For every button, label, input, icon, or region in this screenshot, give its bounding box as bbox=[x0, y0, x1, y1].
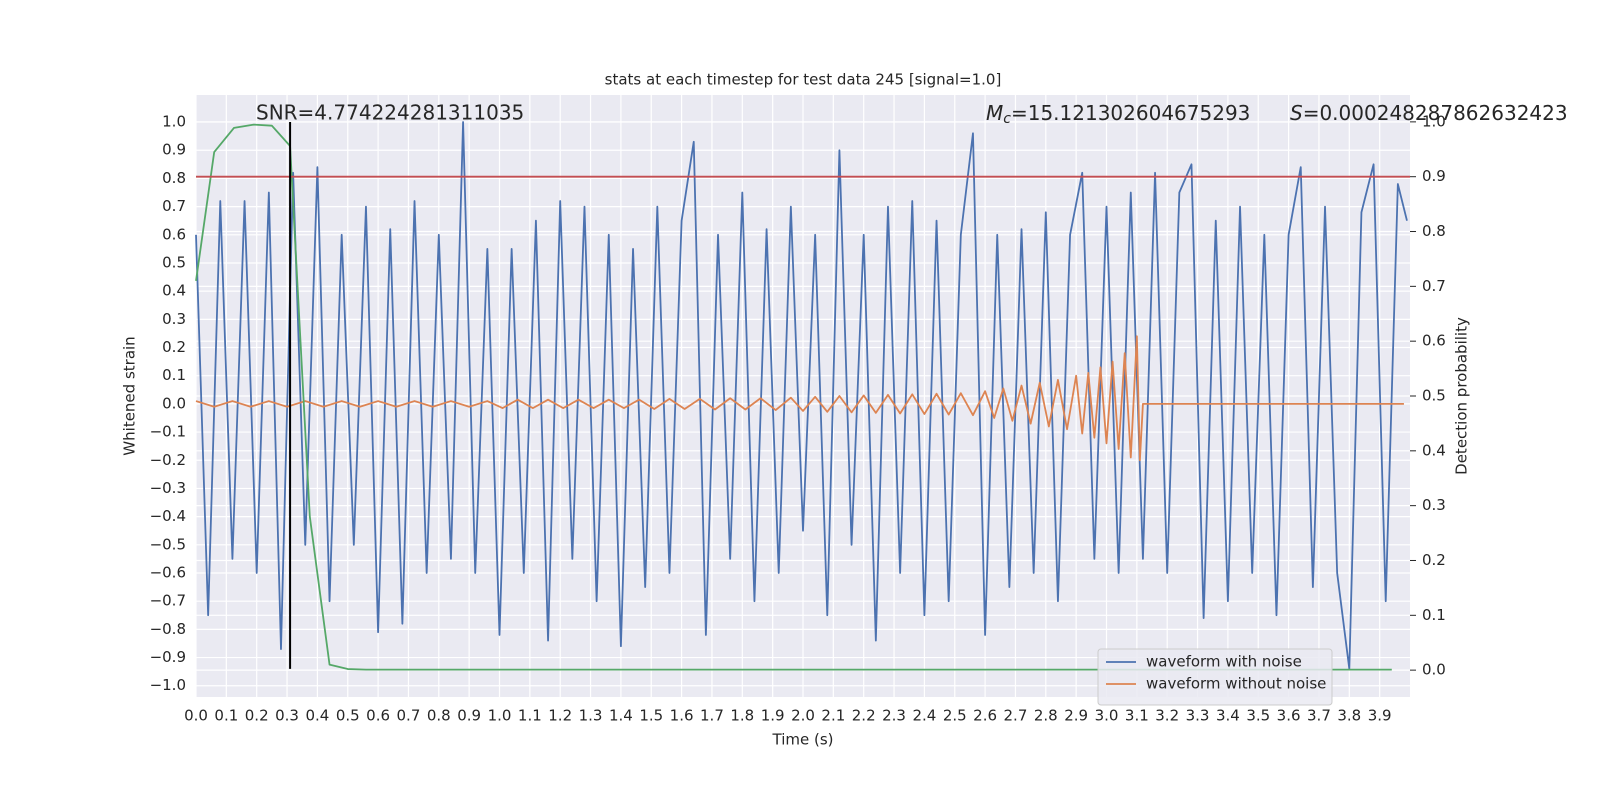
x-tick-label: 2.2 bbox=[852, 707, 876, 725]
x-tick-label: 0.5 bbox=[336, 707, 360, 725]
y-tick-label: −0.6 bbox=[150, 563, 186, 581]
y2-tick-label: 0.7 bbox=[1422, 277, 1446, 295]
x-tick-label: 1.2 bbox=[548, 707, 572, 725]
x-tick-label: 1.3 bbox=[579, 707, 603, 725]
x-tick-label: 1.1 bbox=[518, 707, 542, 725]
y2-tick-label: 0.1 bbox=[1422, 606, 1446, 624]
mc-symbol: M bbox=[986, 101, 1003, 125]
x-tick-label: 0.8 bbox=[427, 707, 451, 725]
y2-tick-label: 1.0 bbox=[1422, 112, 1446, 130]
x-tick-label: 3.6 bbox=[1277, 707, 1301, 725]
x-tick-label: 0.2 bbox=[245, 707, 269, 725]
x-tick-label: 3.8 bbox=[1337, 707, 1361, 725]
x-tick-label: 2.9 bbox=[1064, 707, 1088, 725]
y-tick-label: −0.3 bbox=[150, 479, 186, 497]
s-symbol: S bbox=[1290, 101, 1303, 125]
x-tick-label: 1.7 bbox=[700, 707, 724, 725]
y-tick-label: −0.5 bbox=[150, 535, 186, 553]
x-tick-label: 0.7 bbox=[397, 707, 421, 725]
y-tick-label: 0.0 bbox=[162, 394, 186, 412]
snr-annotation: SNR=4.774224281311035 bbox=[256, 101, 524, 125]
x-tick-label: 2.1 bbox=[821, 707, 845, 725]
y-tick-label: 0.8 bbox=[162, 169, 186, 187]
x-tick-label: 3.0 bbox=[1095, 707, 1119, 725]
y-tick-label: 0.4 bbox=[162, 282, 186, 300]
x-tick-label: 2.6 bbox=[973, 707, 997, 725]
x-tick-label: 2.7 bbox=[1004, 707, 1028, 725]
x-tick-label: 1.5 bbox=[639, 707, 663, 725]
y-tick-label: −0.8 bbox=[150, 620, 186, 638]
y2-tick-label: 0.2 bbox=[1422, 551, 1446, 569]
x-tick-label: 3.7 bbox=[1307, 707, 1331, 725]
y-tick-label: −0.2 bbox=[150, 451, 186, 469]
y2-axis-label: Detection probability bbox=[1453, 317, 1471, 475]
y-tick-label: 0.5 bbox=[162, 253, 186, 271]
mc-annotation: Mc=15.121302604675293 bbox=[986, 101, 1250, 128]
y-tick-label: −0.7 bbox=[150, 592, 186, 610]
y-tick-label: −1.0 bbox=[150, 676, 186, 694]
x-tick-label: 0.1 bbox=[214, 707, 238, 725]
y-axis-label: Whitened strain bbox=[121, 336, 139, 455]
legend-box bbox=[1097, 648, 1333, 706]
x-tick-label: 0.0 bbox=[184, 707, 208, 725]
x-tick-label: 3.9 bbox=[1368, 707, 1392, 725]
x-tick-label: 1.9 bbox=[761, 707, 785, 725]
s-annotation: S=0.000248287862632423 bbox=[1290, 101, 1568, 125]
x-tick-label: 2.5 bbox=[943, 707, 967, 725]
y-tick-label: 0.9 bbox=[162, 141, 186, 159]
x-tick-label: 1.4 bbox=[609, 707, 633, 725]
y2-tick-label: 0.3 bbox=[1422, 496, 1446, 514]
x-tick-label: 0.6 bbox=[366, 707, 390, 725]
x-tick-label: 1.0 bbox=[488, 707, 512, 725]
mc-subscript: c bbox=[1003, 111, 1011, 127]
legend-label: waveform with noise bbox=[1146, 653, 1302, 671]
y2-tick-label: 0.5 bbox=[1422, 387, 1446, 405]
legend-label: waveform without noise bbox=[1146, 675, 1326, 693]
y2-tick-label: 0.6 bbox=[1422, 332, 1446, 350]
series-line bbox=[195, 121, 1408, 670]
series-line bbox=[195, 335, 1404, 462]
y-tick-label: 0.6 bbox=[162, 225, 186, 243]
y-tick-label: 0.7 bbox=[162, 197, 186, 215]
mc-value: =15.121302604675293 bbox=[1011, 101, 1250, 125]
x-tick-label: 1.8 bbox=[730, 707, 754, 725]
y-tick-label: −0.1 bbox=[150, 423, 186, 441]
x-tick-label: 3.4 bbox=[1216, 707, 1240, 725]
y-tick-label: 0.1 bbox=[162, 366, 186, 384]
y-tick-label: 0.3 bbox=[162, 310, 186, 328]
y2-tick-label: 0.4 bbox=[1422, 441, 1446, 459]
x-tick-label: 1.6 bbox=[670, 707, 694, 725]
x-tick-label: 2.3 bbox=[882, 707, 906, 725]
x-tick-label: 3.2 bbox=[1155, 707, 1179, 725]
x-tick-label: 0.3 bbox=[275, 707, 299, 725]
x-tick-label: 3.5 bbox=[1246, 707, 1270, 725]
chart-title: stats at each timestep for test data 245… bbox=[605, 71, 1002, 89]
y2-tick-label: 0.8 bbox=[1422, 222, 1446, 240]
y-tick-label: −0.9 bbox=[150, 648, 186, 666]
y2-tick-label: 0.0 bbox=[1422, 661, 1446, 679]
x-tick-label: 2.0 bbox=[791, 707, 815, 725]
x-tick-label: 0.9 bbox=[457, 707, 481, 725]
x-tick-label: 2.4 bbox=[912, 707, 936, 725]
y-tick-label: 1.0 bbox=[162, 113, 186, 131]
y-tick-label: −0.4 bbox=[150, 507, 186, 525]
s-value: =0.000248287862632423 bbox=[1303, 101, 1568, 125]
x-axis-label: Time (s) bbox=[772, 731, 834, 749]
y2-tick-label: 0.9 bbox=[1422, 167, 1446, 185]
x-tick-label: 3.1 bbox=[1125, 707, 1149, 725]
y-tick-label: 0.2 bbox=[162, 338, 186, 356]
x-tick-label: 0.4 bbox=[305, 707, 329, 725]
x-tick-label: 2.8 bbox=[1034, 707, 1058, 725]
legend: waveform with noise waveform without nois… bbox=[1097, 648, 1333, 706]
x-tick-label: 3.3 bbox=[1186, 707, 1210, 725]
